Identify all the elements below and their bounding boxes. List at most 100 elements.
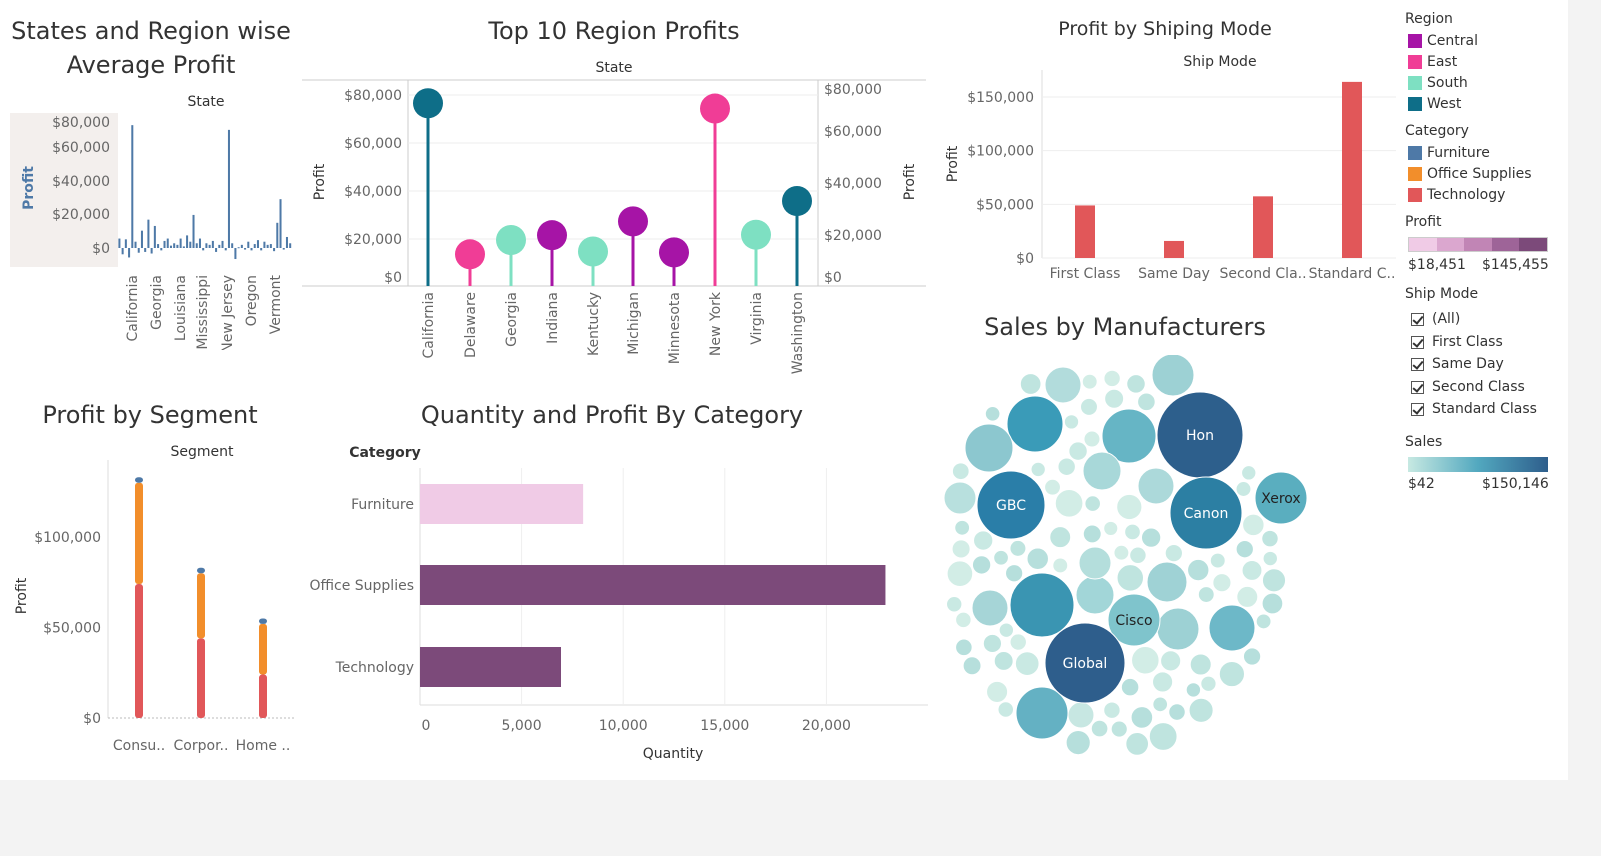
manufacturer-bubble[interactable]: [998, 622, 1015, 638]
state-bar[interactable]: [269, 244, 272, 248]
manufacturer-bubble[interactable]: [1044, 478, 1061, 496]
filter-all[interactable]: (All): [1411, 311, 1460, 327]
manufacturer-bubble[interactable]: [1057, 457, 1076, 476]
manufacturer-bubble[interactable]: [1169, 476, 1243, 550]
manufacturer-bubble[interactable]: [1156, 607, 1200, 651]
manufacturer-bubble[interactable]: [1151, 355, 1195, 397]
manufacturer-bubble[interactable]: [951, 462, 970, 481]
lollipop-point[interactable]: [700, 93, 730, 124]
manufacturer-bubble[interactable]: [1049, 526, 1072, 549]
legend-region-east[interactable]: East: [1408, 54, 1457, 70]
manufacturer-bubble[interactable]: [984, 405, 1001, 422]
state-bar[interactable]: [253, 244, 256, 248]
manufacturer-bubble[interactable]: [993, 650, 1014, 671]
state-bar[interactable]: [205, 243, 208, 248]
manufacturer-bubble[interactable]: [1078, 546, 1112, 580]
lollipop-point[interactable]: [578, 236, 608, 267]
lollipop-point[interactable]: [782, 186, 812, 217]
manufacturer-bubble[interactable]: [1103, 369, 1121, 388]
manufacturer-bubble[interactable]: [964, 423, 1014, 473]
manufacturer-bubble[interactable]: [1116, 564, 1144, 592]
filter-first-class[interactable]: First Class: [1411, 334, 1503, 350]
segment-stack[interactable]: [197, 573, 205, 639]
manufacturer-bubble[interactable]: [993, 549, 1009, 566]
manufacturer-bubble[interactable]: [1241, 465, 1257, 481]
manufacturer-bubble[interactable]: [1090, 719, 1109, 738]
manufacturer-bubble[interactable]: [1026, 547, 1049, 570]
shipmode-bar[interactable]: [1253, 196, 1273, 258]
legend-category-furniture[interactable]: Furniture: [1408, 145, 1490, 161]
manufacturer-bubble[interactable]: [1189, 653, 1212, 676]
state-bar[interactable]: [137, 248, 140, 253]
manufacturer-bubble[interactable]: [1107, 593, 1161, 647]
manufacturer-bubble[interactable]: [1082, 524, 1102, 544]
manufacturer-bubble[interactable]: [1185, 682, 1202, 698]
manufacturer-bubble[interactable]: [1126, 374, 1146, 394]
state-bar[interactable]: [169, 245, 172, 248]
state-bar[interactable]: [186, 235, 189, 248]
manufacturer-bubble[interactable]: [1044, 366, 1082, 404]
manufacturer-bubble[interactable]: [1197, 586, 1215, 603]
category-quantity-chart[interactable]: Category 0 5,000 10,000 15,000 20,000 Quantity…: [300, 440, 940, 770]
manufacturer-bubble[interactable]: [976, 470, 1046, 540]
state-bar[interactable]: [153, 225, 156, 248]
manufacturer-bubble[interactable]: [1125, 732, 1150, 755]
manufacturer-bubble[interactable]: [1131, 645, 1160, 675]
manufacturer-bubble[interactable]: [1152, 696, 1169, 713]
state-bar[interactable]: [211, 240, 214, 248]
manufacturer-bubble[interactable]: [1146, 561, 1188, 603]
manufacturer-bubble[interactable]: [946, 560, 974, 588]
manufacturer-bubble[interactable]: [943, 481, 977, 515]
state-bar[interactable]: [131, 125, 134, 248]
state-bar[interactable]: [273, 248, 276, 252]
category-bar[interactable]: [420, 565, 886, 605]
filter-second-class[interactable]: Second Class: [1411, 379, 1525, 395]
state-bar[interactable]: [260, 248, 263, 251]
state-bar[interactable]: [279, 199, 282, 248]
lollipop-point[interactable]: [659, 237, 689, 268]
manufacturer-bubble[interactable]: [1030, 461, 1046, 478]
checkbox[interactable]: [1411, 357, 1424, 371]
manufacturer-bubble[interactable]: [1242, 513, 1265, 537]
states-profit-chart[interactable]: $80,000 $60,000 $40,000 $20,000 $0 Profit Cali…: [0, 110, 300, 350]
manufacturer-bubble[interactable]: [1236, 585, 1259, 608]
state-bar[interactable]: [189, 241, 192, 248]
manufacturers-bubble-chart[interactable]: Hon Xerox GBC Canon Cisco Global: [938, 355, 1318, 755]
manufacturer-bubble[interactable]: [1080, 397, 1098, 416]
manufacturer-bubble[interactable]: [1212, 573, 1232, 593]
manufacturer-bubble[interactable]: [1235, 481, 1252, 497]
manufacturer-bubble[interactable]: [955, 611, 972, 629]
state-bar[interactable]: [256, 240, 259, 248]
checkbox[interactable]: [1411, 312, 1424, 326]
segment-stack[interactable]: [135, 477, 143, 483]
state-bar[interactable]: [182, 246, 185, 248]
manufacturer-bubble[interactable]: [1241, 559, 1263, 581]
state-bar[interactable]: [250, 248, 253, 251]
state-bar[interactable]: [128, 248, 131, 258]
manufacturer-bubble[interactable]: [1082, 451, 1122, 491]
manufacturer-bubble[interactable]: [946, 596, 963, 613]
state-bar[interactable]: [147, 219, 150, 248]
state-bar[interactable]: [118, 238, 121, 248]
manufacturer-bubble[interactable]: [973, 530, 994, 551]
legend-region-south[interactable]: South: [1408, 75, 1468, 91]
state-bar[interactable]: [179, 238, 182, 248]
state-bar[interactable]: [227, 129, 230, 248]
manufacturer-bubble[interactable]: [1104, 388, 1125, 409]
manufacturer-bubble[interactable]: [1009, 572, 1075, 638]
state-bar[interactable]: [150, 248, 153, 254]
manufacturer-bubble[interactable]: [1261, 592, 1284, 615]
state-bar[interactable]: [289, 243, 292, 248]
state-bar[interactable]: [121, 248, 124, 255]
manufacturer-bubble[interactable]: [1103, 701, 1121, 719]
manufacturer-bubble[interactable]: [1084, 495, 1101, 512]
segment-stack[interactable]: [197, 567, 205, 574]
manufacturer-bubble[interactable]: [1218, 660, 1246, 688]
state-bar[interactable]: [160, 248, 163, 251]
manufacturer-bubble[interactable]: [1054, 488, 1084, 518]
manufacturer-bubble[interactable]: [1065, 730, 1091, 755]
manufacturer-bubble[interactable]: [1137, 467, 1175, 505]
manufacturer-bubble[interactable]: [1009, 633, 1027, 651]
state-bar[interactable]: [224, 248, 227, 251]
manufacturer-bubble[interactable]: [954, 519, 971, 536]
